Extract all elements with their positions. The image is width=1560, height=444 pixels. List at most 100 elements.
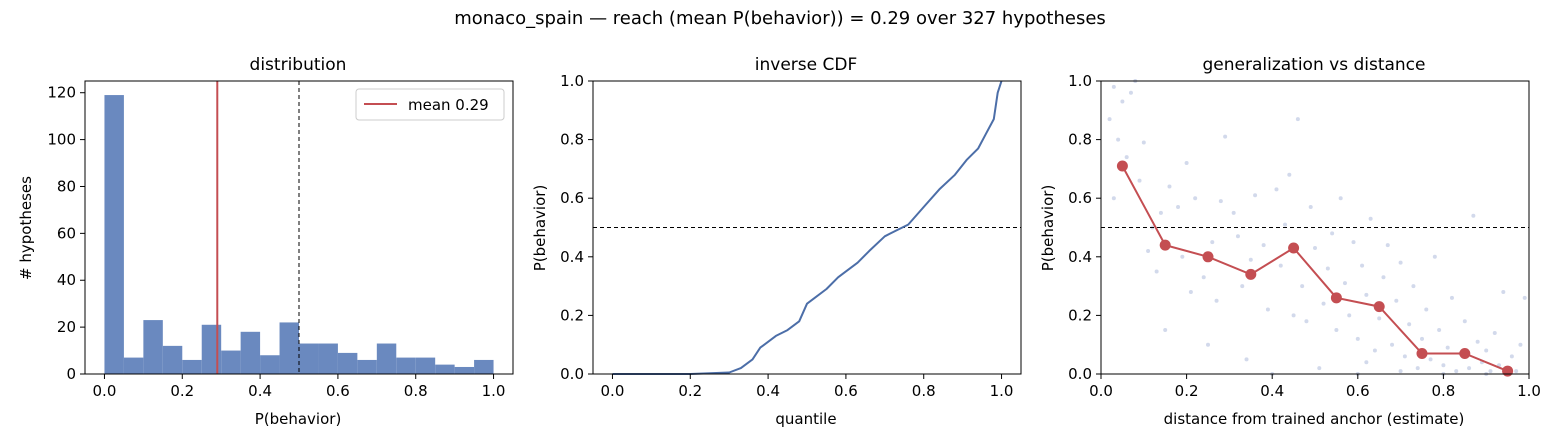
scatter-point xyxy=(1509,354,1514,359)
inverse-cdf-xtick-label: 0.8 xyxy=(912,382,936,400)
scatter-point xyxy=(1475,339,1480,344)
generalization-ylabel: P(behavior) xyxy=(1039,185,1057,272)
scatter-point xyxy=(1137,178,1142,183)
generalization-ytick-label: 0.0 xyxy=(1068,365,1092,383)
distribution-panel: distribution P(behavior) # hypotheses 0.… xyxy=(17,55,514,428)
scatter-point xyxy=(1411,284,1416,289)
scatter-point xyxy=(1163,328,1168,333)
histogram-bar xyxy=(454,366,475,374)
binned-mean-point xyxy=(1373,301,1385,313)
distribution-ytick-label: 0 xyxy=(66,365,76,383)
scatter-point xyxy=(1317,366,1322,371)
distribution-xtick-label: 0.0 xyxy=(93,382,117,400)
scatter-point xyxy=(1372,348,1377,353)
scatter-point xyxy=(1313,246,1317,251)
scatter-point xyxy=(1449,295,1454,300)
scatter-point xyxy=(1287,172,1292,177)
scatter-point xyxy=(1462,319,1467,324)
scatter-point xyxy=(1295,117,1300,122)
generalization-xtick-label: 0.8 xyxy=(1431,382,1455,400)
inverse-cdf-panel: inverse CDF quantile P(behavior) 0.0 0.2 0… xyxy=(531,55,1022,428)
scatter-point xyxy=(1351,240,1356,245)
inverse-cdf-axes-frame xyxy=(592,80,1022,375)
scatter-point xyxy=(1248,257,1253,262)
scatter-point xyxy=(1445,345,1450,350)
binned-mean-point xyxy=(1330,292,1342,304)
inverse-cdf-ytick-label: 0.0 xyxy=(560,365,584,383)
scatter-point xyxy=(1467,366,1472,371)
histogram-bar xyxy=(123,357,144,374)
histogram-bar xyxy=(396,357,416,374)
binned-mean-point xyxy=(1245,268,1257,280)
scatter-point xyxy=(1235,234,1240,239)
binned-mean-point xyxy=(1159,239,1171,251)
binned-mean-point xyxy=(1288,242,1300,254)
scatter-point xyxy=(1321,301,1326,306)
scatter-point xyxy=(1334,328,1339,333)
inverse-cdf-ytick-label: 0.2 xyxy=(560,306,584,324)
histogram-bar xyxy=(279,322,299,374)
scatter-point xyxy=(1355,336,1360,341)
binned-mean-point xyxy=(1459,347,1471,359)
generalization-xtick-label: 0.0 xyxy=(1089,382,1113,400)
scatter-point xyxy=(1398,260,1403,265)
distribution-xtick-label: 0.2 xyxy=(170,382,194,400)
scatter-point xyxy=(1146,248,1151,253)
scatter-point xyxy=(1394,298,1399,303)
scatter-point xyxy=(1141,140,1146,145)
generalization-ytick-label: 1.0 xyxy=(1068,72,1092,90)
histogram-bar xyxy=(240,331,261,374)
scatter-point xyxy=(1342,281,1347,286)
scatter-point xyxy=(1347,313,1352,318)
generalization-xlabel: distance from trained anchor (estimate) xyxy=(1164,410,1465,428)
binned-mean-point xyxy=(1416,347,1428,359)
inverse-cdf-xtick-label: 0.0 xyxy=(601,382,625,400)
scatter-point xyxy=(1488,369,1493,374)
generalization-panel: generalization vs distance distance from… xyxy=(1039,55,1541,428)
generalization-xtick-label: 1.0 xyxy=(1517,382,1541,400)
inverse-cdf-ytick-label: 0.6 xyxy=(560,189,584,207)
scatter-point xyxy=(1206,342,1210,347)
scatter-point xyxy=(1398,369,1403,374)
scatter-point xyxy=(1360,263,1365,268)
scatter-point xyxy=(1231,210,1236,215)
scatter-point xyxy=(1484,348,1489,353)
histogram-bar xyxy=(337,352,358,374)
generalization-axes-frame xyxy=(1100,80,1530,375)
scatter-point xyxy=(1420,336,1424,341)
generalization-ytick-label: 0.6 xyxy=(1068,189,1092,207)
scatter-point xyxy=(1304,319,1309,324)
distribution-xlabel: P(behavior) xyxy=(255,410,342,428)
inverse-cdf-xtick-label: 0.4 xyxy=(756,382,780,400)
histogram-bar xyxy=(318,343,338,374)
scatter-point xyxy=(1218,199,1223,204)
scatter-point xyxy=(1492,330,1497,335)
generalization-title: generalization vs distance xyxy=(1202,55,1425,75)
scatter-point xyxy=(1308,204,1313,209)
histogram-bar xyxy=(221,350,241,374)
scatter-point xyxy=(1158,210,1163,215)
generalization-xtick-label: 0.6 xyxy=(1346,382,1370,400)
scatter-point xyxy=(1120,99,1125,104)
scatter-point xyxy=(1300,284,1305,289)
histogram-bar xyxy=(162,345,183,374)
inverse-cdf-ytick-label: 0.4 xyxy=(560,248,584,266)
scatter-point xyxy=(1107,117,1112,122)
legend-box xyxy=(355,88,505,121)
generalization-ytick-label: 0.2 xyxy=(1068,306,1092,324)
histogram-bar xyxy=(143,320,163,374)
scatter-point xyxy=(1437,328,1442,333)
scatter-point xyxy=(1402,354,1407,359)
scatter-point xyxy=(1501,289,1506,294)
scatter-point xyxy=(1325,266,1330,271)
distribution-xtick-label: 1.0 xyxy=(482,382,506,400)
histogram-bar xyxy=(104,95,124,375)
histogram-bar xyxy=(260,355,280,374)
distribution-xtick-label: 0.6 xyxy=(326,382,350,400)
scatter-point xyxy=(1210,240,1215,245)
scatter-point xyxy=(1514,369,1519,374)
distribution-ytick-label: 120 xyxy=(47,84,76,102)
scatter-point xyxy=(1407,322,1412,327)
inverse-cdf-ytick-label: 1.0 xyxy=(560,72,584,90)
